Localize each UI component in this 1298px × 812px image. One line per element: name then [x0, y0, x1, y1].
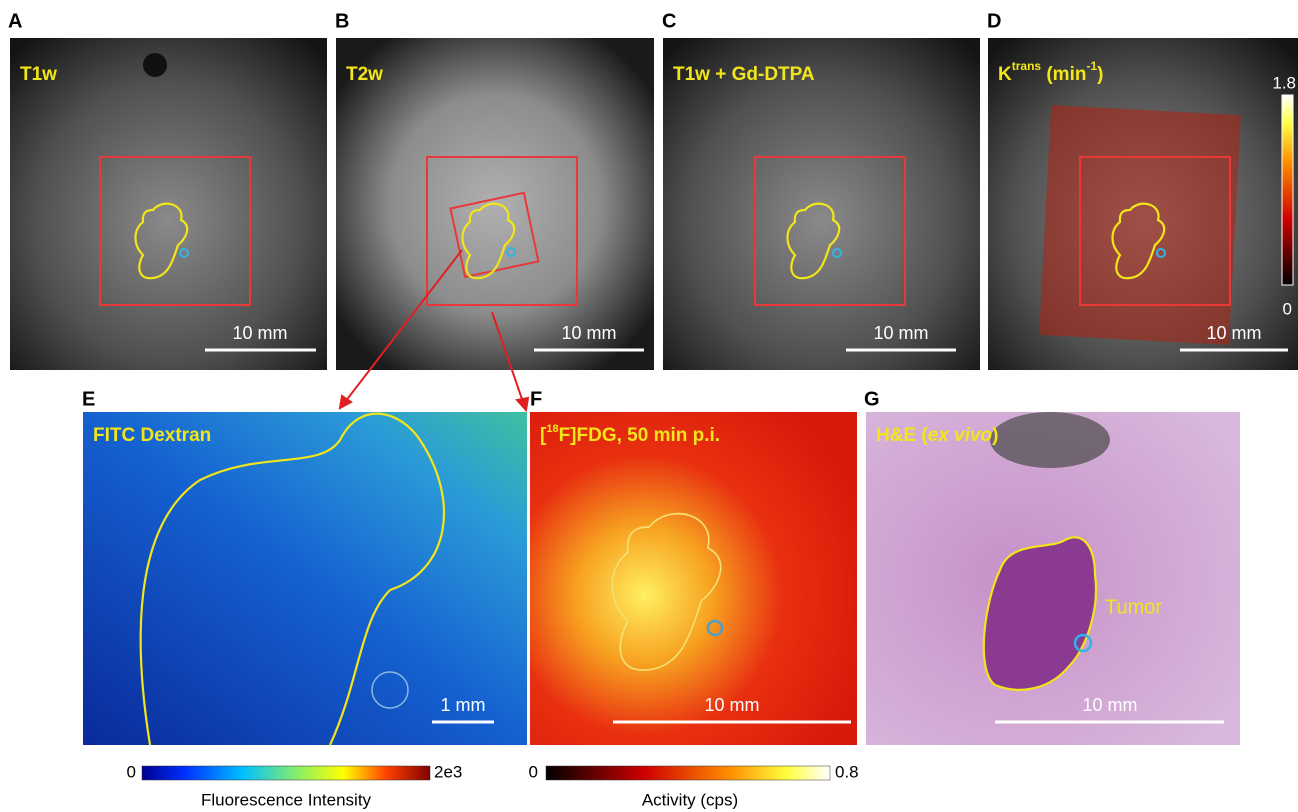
panel-label: H&E (ex vivo): [876, 425, 999, 446]
panel-d: D Ktrans (min-1) 1.8 0 10 mm: [987, 10, 1298, 370]
scale-bar-label: 10 mm: [232, 323, 287, 343]
image-detail: [990, 412, 1110, 468]
panel-f: F [18F]FDG, 50 min p.i. 10 mm 0 0.8 Acti…: [529, 388, 859, 809]
label-part: ): [1097, 64, 1103, 85]
panel-g: G H&E (ex vivo) Tumor 10 mm: [864, 388, 1240, 745]
label-part: ): [992, 425, 998, 446]
colorbar: [546, 766, 830, 780]
scale-bar-label: 10 mm: [1082, 695, 1137, 715]
colorbar-max: 2e3: [434, 762, 462, 781]
image: [530, 412, 857, 745]
colorbar-min: 0: [529, 762, 538, 781]
colorbar-min: 0: [127, 762, 136, 781]
panel-letter: C: [662, 10, 676, 32]
scale-bar-label: 10 mm: [1206, 323, 1261, 343]
panel-letter: F: [530, 388, 542, 410]
panel-letter: G: [864, 388, 880, 410]
figure: A T1w 10 mm B T2w 10 mm C T1w + Gd-DTPA …: [0, 0, 1298, 812]
image-detail: [143, 53, 167, 77]
colorbar-min: 0: [1283, 299, 1292, 318]
label-sup: 18: [546, 423, 558, 435]
panel-b: B T2w 10 mm: [335, 10, 654, 370]
label-italic: ex vivo: [928, 425, 992, 446]
panel-label: T1w: [20, 64, 57, 85]
panel-letter: B: [335, 10, 349, 32]
panel-label: T2w: [346, 64, 383, 85]
panel-label: T1w + Gd-DTPA: [673, 64, 815, 85]
colorbar-max: 0.8: [835, 762, 859, 781]
scale-bar-label: 10 mm: [561, 323, 616, 343]
label-sup: -1: [1086, 59, 1097, 73]
panel-letter: E: [82, 388, 95, 410]
panel-a: A T1w 10 mm: [8, 10, 327, 370]
panel-e: E FITC Dextran 1 mm 0 2e3 Fluorescence I…: [82, 388, 527, 809]
colorbar: [142, 766, 430, 780]
colorbar-title: Activity (cps): [642, 790, 738, 809]
panel-letter: D: [987, 10, 1001, 32]
arrowhead: [517, 398, 528, 410]
label-part: K: [998, 64, 1012, 85]
colorbar-title: Fluorescence Intensity: [201, 790, 372, 809]
scale-bar-label: 1 mm: [441, 695, 486, 715]
panel-label: FITC Dextran: [93, 425, 211, 446]
panel-c: C T1w + Gd-DTPA 10 mm: [662, 10, 980, 370]
colorbar: [1282, 95, 1293, 285]
label-sup: trans: [1012, 59, 1042, 73]
label-part: F]FDG, 50 min p.i.: [559, 425, 721, 446]
colorbar-max: 1.8: [1272, 73, 1296, 92]
panel-label: [18F]FDG, 50 min p.i.: [540, 423, 720, 446]
scale-bar-label: 10 mm: [873, 323, 928, 343]
label-part: (min: [1041, 64, 1086, 85]
label-part: H&E (: [876, 425, 928, 446]
overlay: [1039, 105, 1241, 345]
panel-letter: A: [8, 10, 22, 32]
scale-bar-label: 10 mm: [704, 695, 759, 715]
annotation: Tumor: [1105, 596, 1162, 618]
